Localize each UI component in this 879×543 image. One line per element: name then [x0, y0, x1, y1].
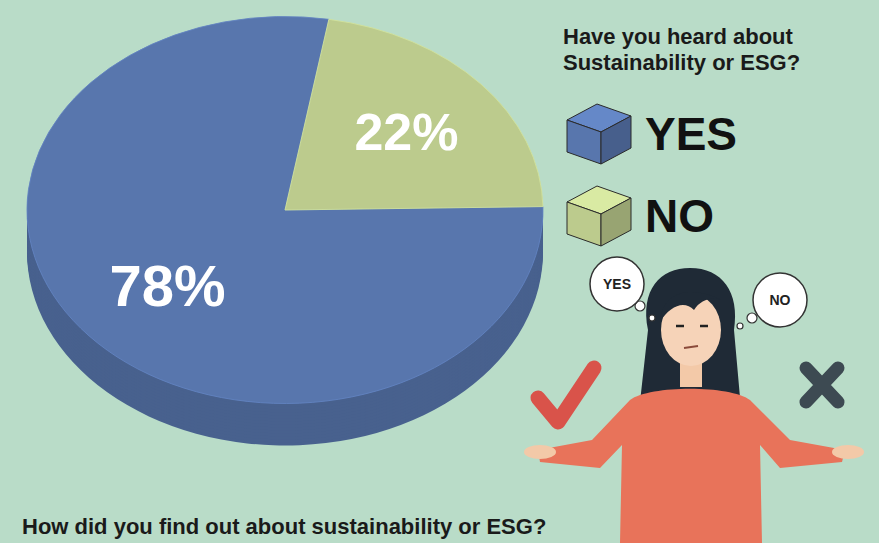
- pie-top: [27, 17, 543, 404]
- background: [0, 0, 879, 543]
- eye: [700, 325, 708, 328]
- legend-label: YES: [645, 108, 737, 160]
- check-icon: [538, 368, 594, 422]
- bubble-dot: [649, 315, 655, 321]
- hand: [524, 445, 556, 459]
- annotation: How did you find out about sustainabilit…: [22, 514, 546, 539]
- legend-item: YES: [567, 104, 737, 164]
- data-label: 22%: [354, 103, 458, 161]
- body: [538, 389, 845, 543]
- thought-bubble: [753, 273, 807, 327]
- legend-label: NO: [645, 190, 714, 242]
- cross-icon: [806, 368, 838, 402]
- hair-front: [660, 292, 722, 322]
- annotation: YES: [603, 276, 631, 292]
- title: Have you heard aboutSustainability or ES…: [563, 24, 800, 75]
- slice: [27, 17, 543, 404]
- bubble-dot: [737, 323, 743, 329]
- plot-area: [27, 17, 543, 446]
- bubble-dot: [747, 313, 757, 323]
- legend-swatch: [601, 198, 631, 246]
- chart: 78% 22% Have you heard aboutSustainability…: [0, 0, 879, 543]
- slice: [285, 19, 543, 210]
- eye: [676, 325, 684, 328]
- mouth: [684, 346, 698, 348]
- data-label: 78%: [109, 253, 225, 318]
- thought-bubble: [590, 257, 644, 311]
- legend-swatch: [567, 120, 601, 164]
- legend-swatch: [567, 202, 601, 246]
- hand: [832, 445, 864, 459]
- annotation: NO: [770, 292, 791, 308]
- legend-item: NO: [567, 186, 714, 246]
- legend-swatch: [601, 116, 631, 164]
- illustration: [524, 257, 864, 543]
